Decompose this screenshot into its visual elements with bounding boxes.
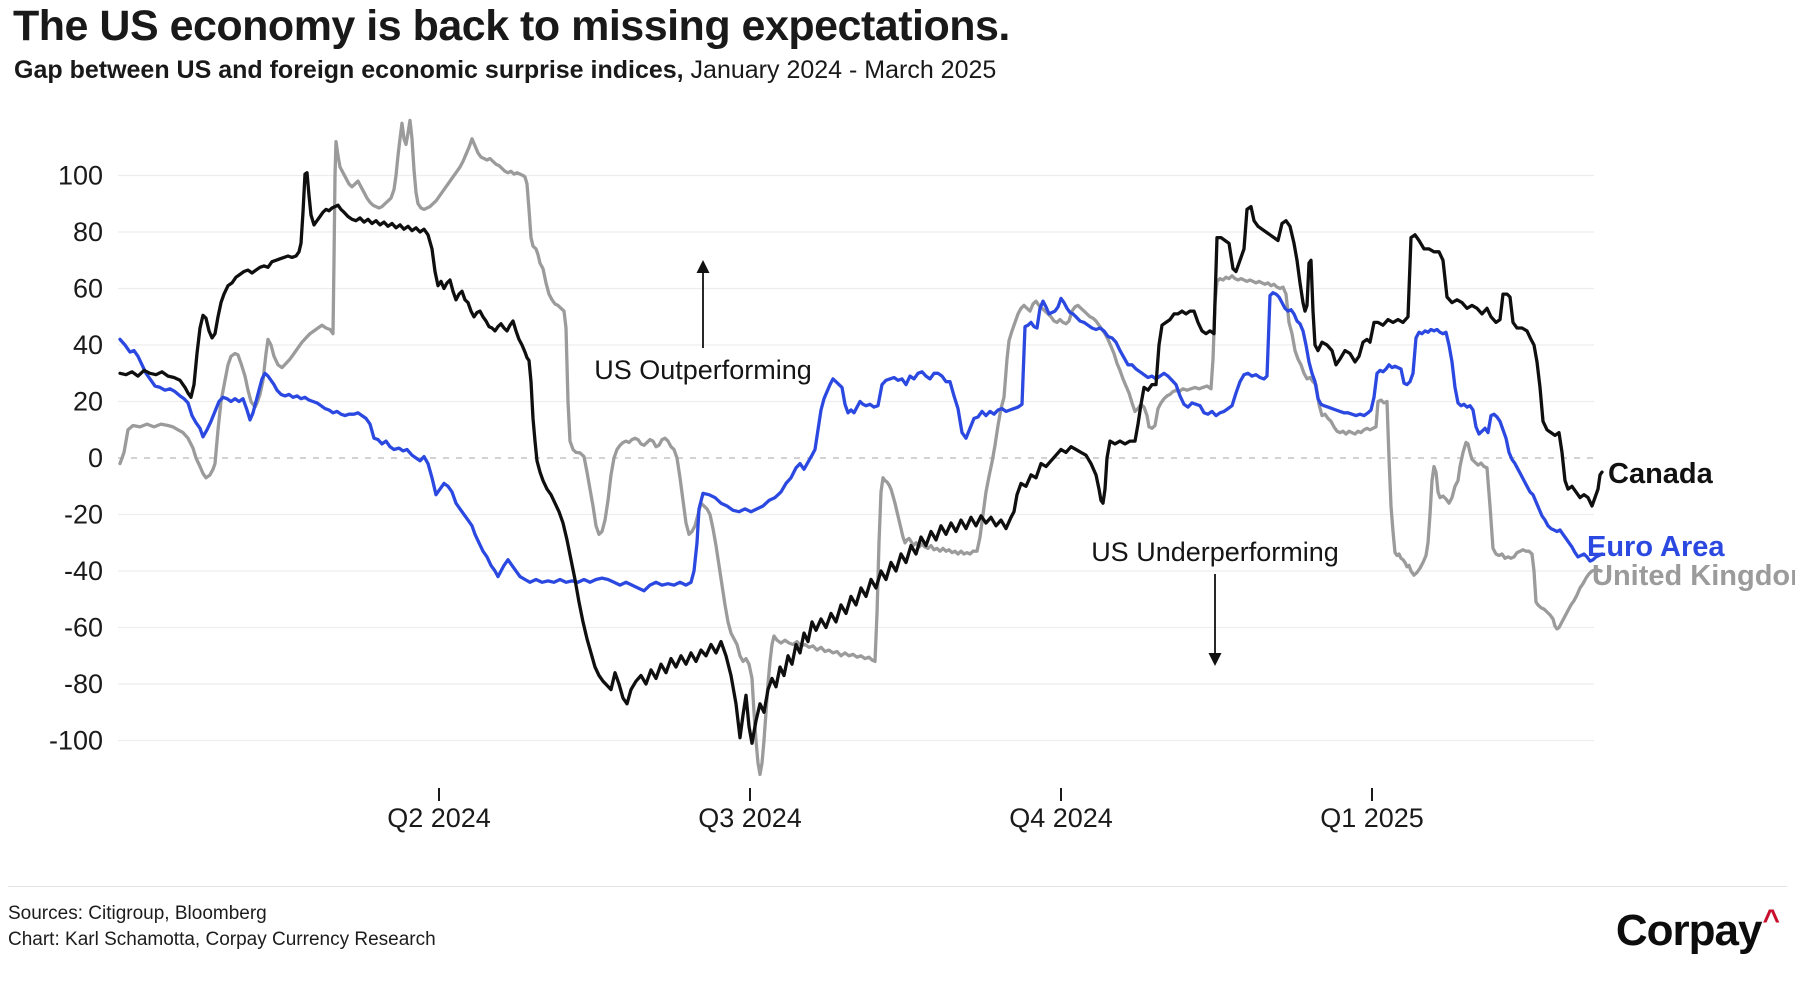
corpay-logo-text: Corpay xyxy=(1615,906,1763,955)
x-axis-label: Q2 2024 xyxy=(387,803,491,833)
annotation-label: US Underperforming xyxy=(1091,537,1339,567)
y-axis-label: 0 xyxy=(88,443,103,473)
arrow-up-icon xyxy=(696,260,710,273)
x-axis-label: Q4 2024 xyxy=(1009,803,1113,833)
annotation-label: US Outperforming xyxy=(594,355,812,385)
y-axis-label: -80 xyxy=(64,669,103,699)
arrow-down-icon xyxy=(1208,653,1222,666)
footer-divider xyxy=(8,886,1787,887)
subtitle-date-range: January 2024 - March 2025 xyxy=(683,56,997,84)
corpay-logo-caret-icon: ^ xyxy=(1762,904,1780,937)
y-axis-label: -40 xyxy=(64,556,103,586)
series-line-canada xyxy=(118,171,1604,745)
sources-line: Sources: Citigroup, Bloomberg xyxy=(8,903,267,924)
page-title: The US economy is back to missing expect… xyxy=(13,2,1010,50)
chart-credit-line: Chart: Karl Schamotta, Corpay Currency R… xyxy=(8,929,436,950)
y-axis-label: 20 xyxy=(73,387,103,417)
x-axis-label: Q1 2025 xyxy=(1320,803,1424,833)
y-axis-label: 60 xyxy=(73,274,103,304)
y-axis-label: -100 xyxy=(49,726,103,756)
series-line-united-kingdom xyxy=(118,118,1603,777)
chart-svg: 100 80 60 40 20 0 -20 -40 -60 -80 -100 Q2 2024 Q3 20… xyxy=(49,118,1795,833)
series-label-canada: Canada xyxy=(1608,458,1714,490)
series-line-euro-area xyxy=(118,291,1604,593)
series-label-united-kingdom: United Kingdom xyxy=(1592,560,1795,592)
y-axis-label: -20 xyxy=(64,500,103,530)
series-label-euro-area: Euro Area xyxy=(1587,531,1725,563)
y-axis-label: 100 xyxy=(58,161,103,191)
subtitle-description: Gap between US and foreign economic surp… xyxy=(14,56,684,84)
footer-credits: Sources: Citigroup, Bloomberg Chart: Kar… xyxy=(8,901,436,953)
y-axis-label: 40 xyxy=(73,330,103,360)
y-axis-label: -60 xyxy=(64,613,103,643)
corpay-logo: Corpay^ xyxy=(1615,904,1780,956)
y-axis-label: 80 xyxy=(73,217,103,247)
x-axis-label: Q3 2024 xyxy=(698,803,802,833)
chart-subtitle: Gap between US and foreign economic surp… xyxy=(14,56,996,85)
